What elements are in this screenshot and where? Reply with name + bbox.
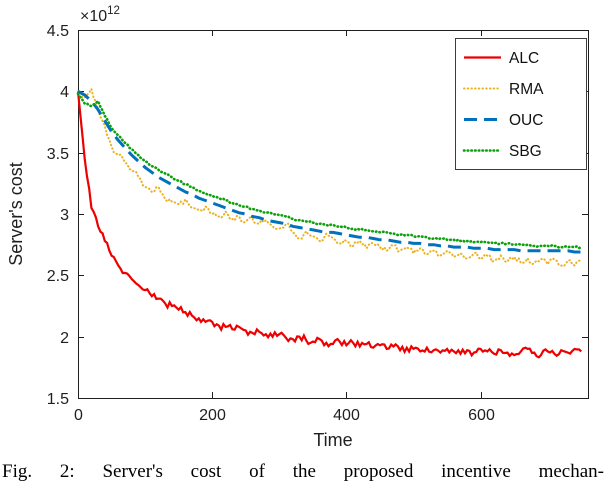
y-tick-label: 4.5 xyxy=(47,23,69,40)
legend: ALC RMA OUC SBG xyxy=(455,38,587,170)
x-axis-label: Time xyxy=(313,430,352,450)
y-tick-label: 2.5 xyxy=(47,268,69,285)
y-tick-label: 3.5 xyxy=(47,146,69,163)
legend-label: SBG xyxy=(509,143,542,160)
y-axis-label: Server's cost xyxy=(6,162,26,265)
legend-item-RMA: RMA xyxy=(463,81,544,98)
legend-label: OUC xyxy=(509,112,543,129)
y-tick-label: 4 xyxy=(60,84,69,101)
series-line-ALC xyxy=(76,91,583,359)
legend-item-ALC: ALC xyxy=(464,50,539,67)
legend-box xyxy=(455,38,587,170)
series-line-RMA xyxy=(77,86,583,268)
y-tick-label: 3 xyxy=(60,207,69,224)
x-tick-label: 600 xyxy=(468,407,495,424)
legend-label: RMA xyxy=(509,81,544,98)
y-tick-label: 1.5 xyxy=(47,391,69,408)
series-line-SBG xyxy=(76,92,583,250)
legend-label: ALC xyxy=(509,50,539,67)
chart: ×1012 Time Server's cost 0 200 400 600 1.5 2 2… xyxy=(6,5,589,450)
plot-area: 0 200 400 600 1.5 2 2.5 3 3.5 4 4.5 ALC RMA OUC SBG xyxy=(47,23,589,424)
x-tick-label: 200 xyxy=(199,407,226,424)
legend-item-SBG: SBG xyxy=(462,143,542,160)
y-tick-label: 2 xyxy=(60,330,69,347)
series-line-OUC xyxy=(77,89,582,254)
figure-caption: Fig. 2: Server's cost of the proposed in… xyxy=(2,461,604,482)
x-tick-label: 400 xyxy=(333,407,360,424)
axes: 0 200 400 600 1.5 2 2.5 3 3.5 4 4.5 xyxy=(47,23,589,424)
x-tick-label: 0 xyxy=(74,407,83,424)
legend-item-OUC: OUC xyxy=(464,112,543,129)
y-axis-multiplier-label: ×1012 xyxy=(80,5,120,25)
